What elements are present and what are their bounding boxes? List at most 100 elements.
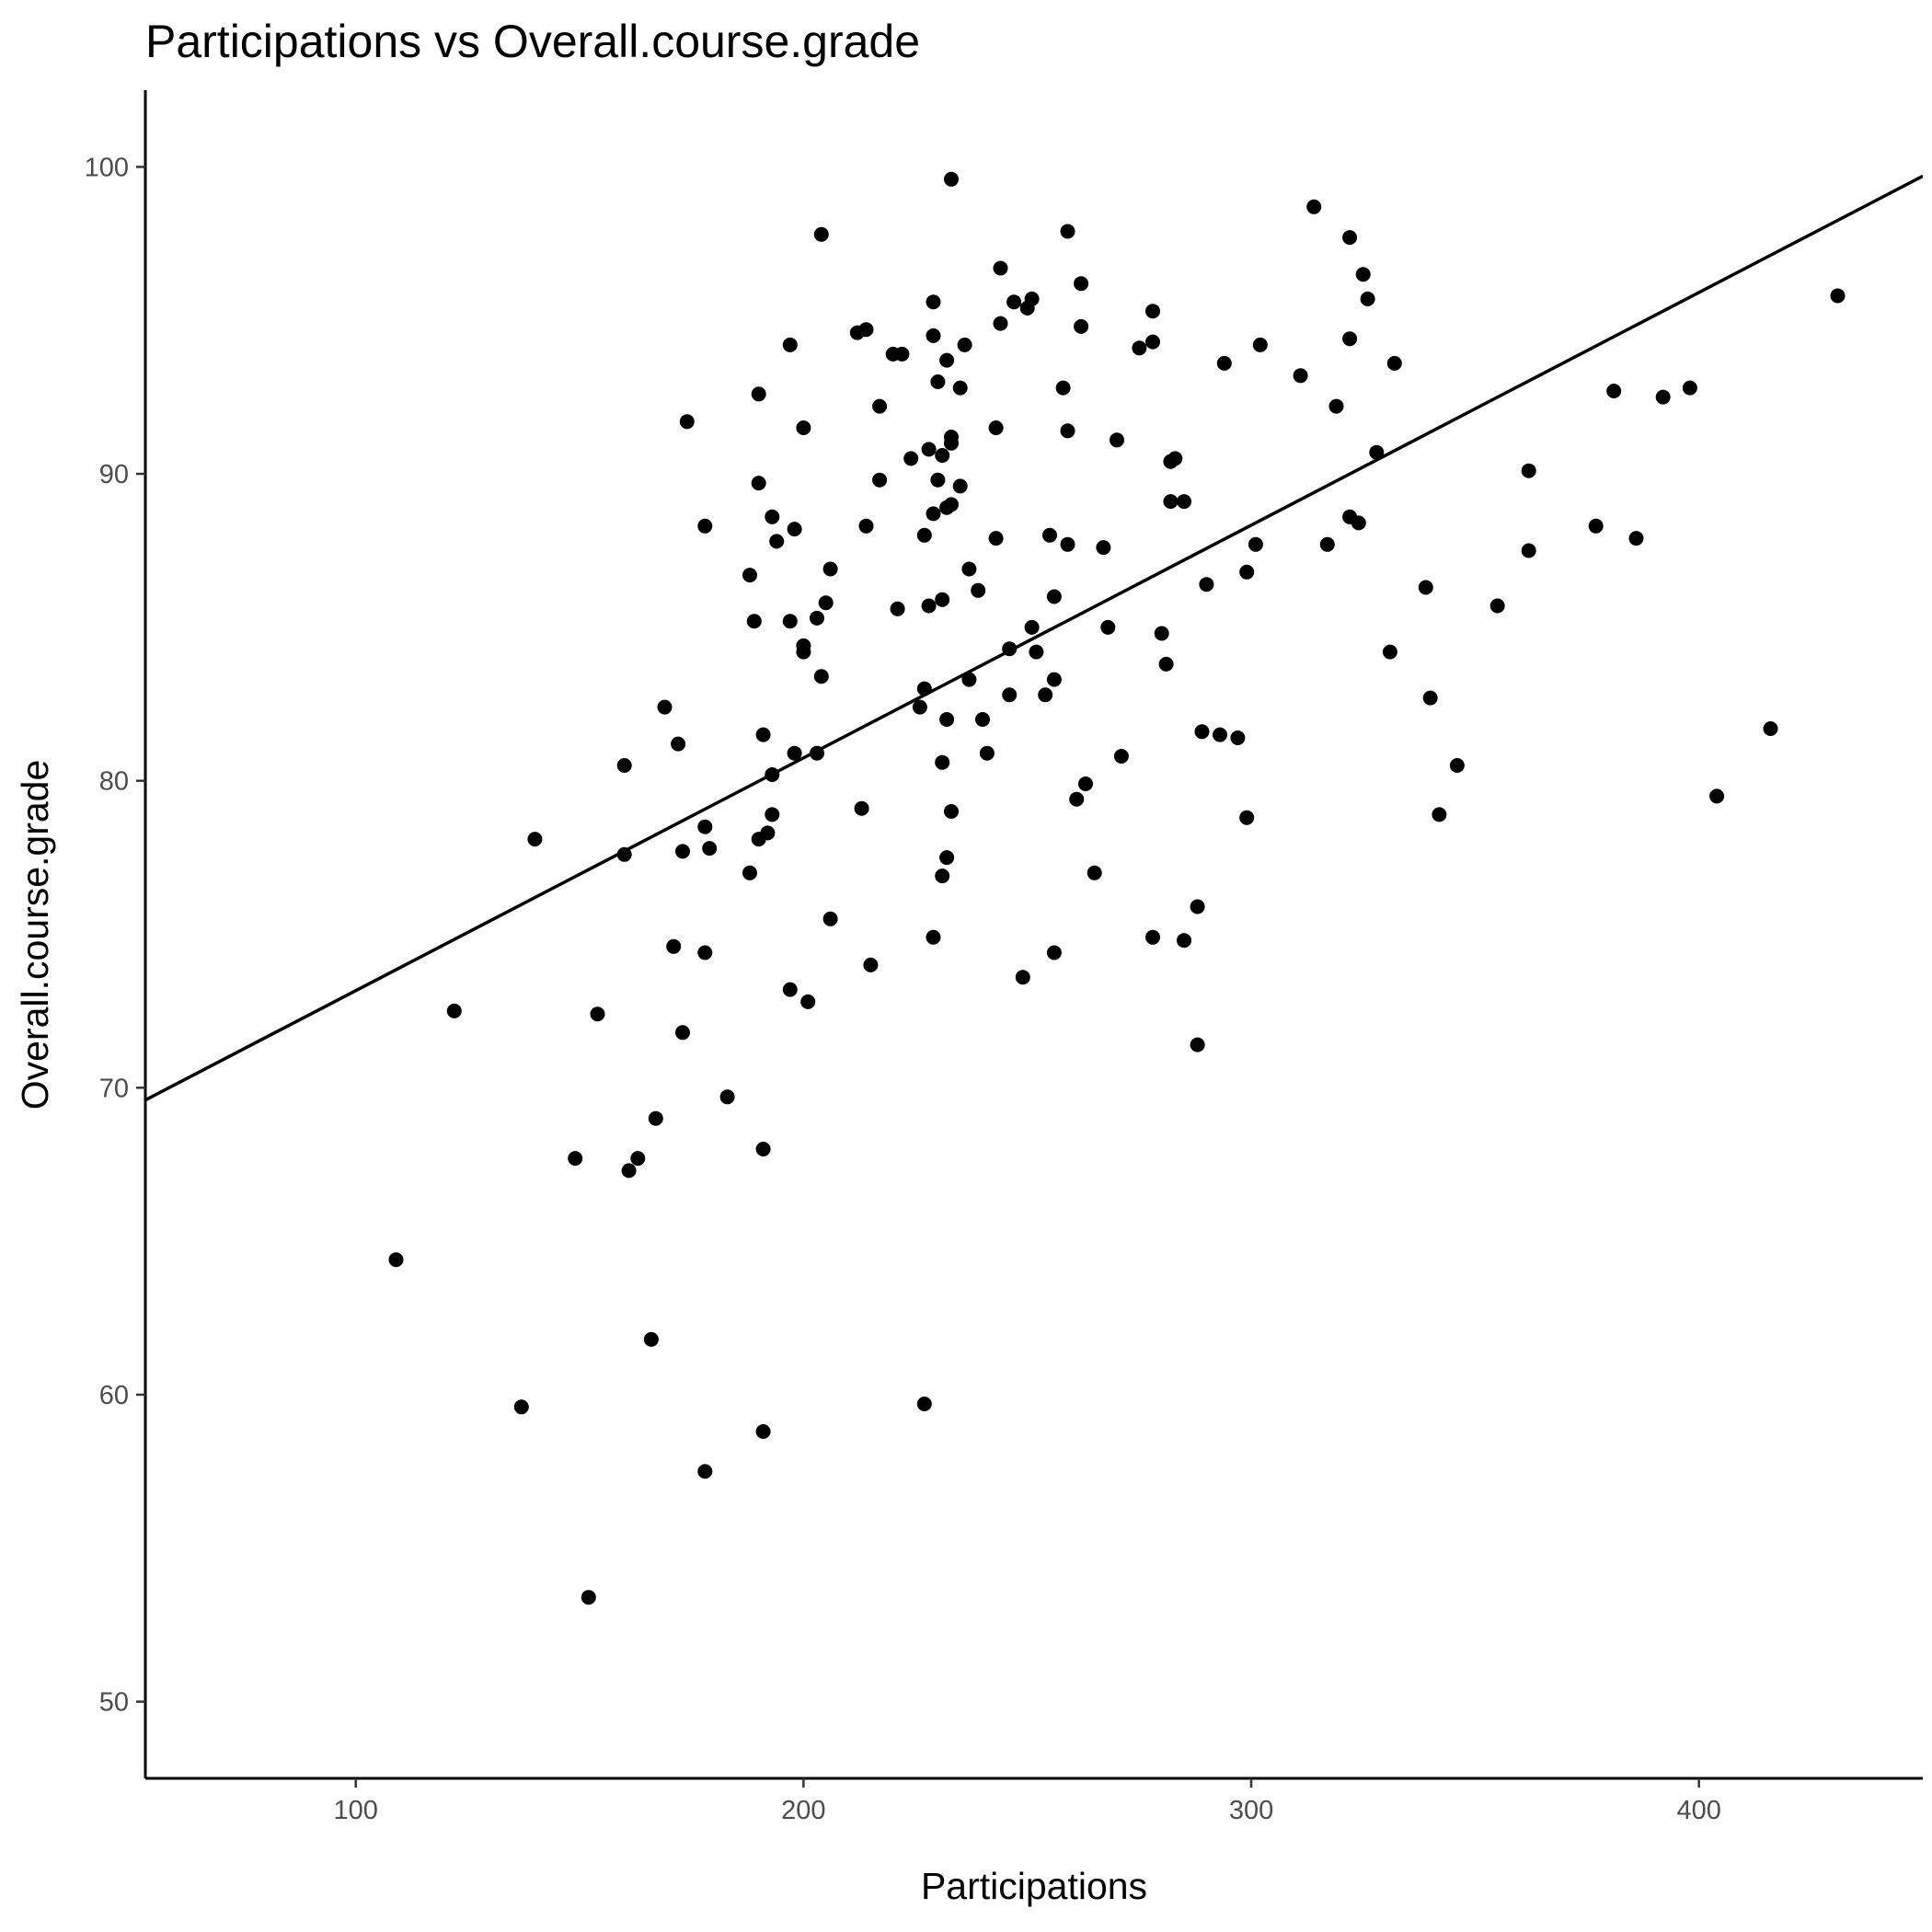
data-point-68 <box>858 518 874 534</box>
data-point-136 <box>1432 807 1447 822</box>
data-point-114 <box>939 712 955 727</box>
data-point-123 <box>810 745 824 761</box>
data-point-55 <box>872 472 888 488</box>
data-point-148 <box>1087 865 1102 880</box>
data-point-34 <box>1055 380 1071 396</box>
data-point-149 <box>1190 899 1205 914</box>
data-point-168 <box>568 1151 583 1167</box>
data-point-45 <box>944 430 959 444</box>
data-point-133 <box>854 800 869 816</box>
data-point-81 <box>961 561 977 577</box>
data-point-13 <box>1145 304 1160 319</box>
x-tick-label-300: 300 <box>1229 1796 1273 1825</box>
data-point-116 <box>1194 724 1210 740</box>
data-point-93 <box>746 614 762 629</box>
x-tick-label-200: 200 <box>781 1796 825 1825</box>
data-point-122 <box>787 745 802 761</box>
data-point-89 <box>935 592 950 607</box>
data-point-17 <box>849 325 865 340</box>
data-point-8 <box>1006 294 1022 310</box>
data-point-32 <box>751 386 766 402</box>
data-point-57 <box>952 478 968 494</box>
data-point-155 <box>697 945 713 960</box>
data-points <box>388 171 1846 1605</box>
data-point-166 <box>648 1110 663 1126</box>
data-point-160 <box>800 994 816 1009</box>
data-point-5 <box>993 260 1008 276</box>
data-point-130 <box>1078 776 1093 791</box>
y-tick-label-80: 80 <box>99 767 129 797</box>
data-point-63 <box>1177 494 1191 510</box>
data-point-102 <box>1029 644 1044 660</box>
data-point-85 <box>1418 580 1433 595</box>
data-point-88 <box>921 598 937 614</box>
data-point-26 <box>894 346 910 362</box>
x-axis-ticks: 100 200 300 400 <box>334 1778 1721 1825</box>
x-tick-label-400: 400 <box>1676 1796 1720 1825</box>
y-tick-label-70: 70 <box>99 1074 129 1103</box>
data-point-104 <box>1158 656 1174 672</box>
data-point-142 <box>702 841 718 857</box>
data-point-140 <box>527 832 543 847</box>
data-point-65 <box>1351 515 1366 531</box>
data-point-0 <box>944 171 959 187</box>
data-point-106 <box>1046 672 1062 687</box>
data-point-103 <box>1382 644 1397 660</box>
data-point-67 <box>787 522 802 537</box>
data-point-54 <box>751 476 766 491</box>
data-point-143 <box>675 844 690 859</box>
chart-title: Participations vs Overall.course.grade <box>145 16 920 67</box>
data-point-161 <box>446 1003 462 1018</box>
y-tick-label-60: 60 <box>99 1381 129 1410</box>
data-point-73 <box>1042 527 1057 543</box>
data-point-111 <box>1422 690 1438 706</box>
data-point-80 <box>822 561 838 577</box>
data-point-21 <box>957 337 972 352</box>
data-point-86 <box>971 582 986 598</box>
data-point-3 <box>1060 224 1075 239</box>
data-point-131 <box>1709 788 1725 804</box>
data-point-96 <box>1024 619 1040 635</box>
data-point-126 <box>935 754 950 770</box>
data-point-47 <box>921 442 937 457</box>
data-point-90 <box>890 601 905 616</box>
data-point-154 <box>666 938 682 954</box>
data-point-28 <box>1216 355 1232 371</box>
data-point-66 <box>697 518 713 534</box>
data-point-124 <box>979 745 995 761</box>
data-point-87 <box>818 595 834 611</box>
data-point-107 <box>961 672 977 687</box>
data-point-108 <box>916 681 932 696</box>
data-point-74 <box>1060 536 1075 552</box>
data-point-38 <box>872 398 888 414</box>
data-point-33 <box>952 380 968 396</box>
data-point-35 <box>1606 384 1622 398</box>
data-point-18 <box>926 328 941 343</box>
data-point-163 <box>675 1025 690 1041</box>
x-axis-title: Participations <box>921 1865 1147 1907</box>
data-point-158 <box>1015 970 1030 985</box>
data-point-172 <box>643 1331 659 1347</box>
data-point-46 <box>1110 432 1124 448</box>
data-point-12 <box>1360 291 1375 306</box>
y-tick-label-50: 50 <box>99 1688 129 1718</box>
data-point-4 <box>1342 230 1358 246</box>
data-point-6 <box>1355 267 1371 282</box>
data-point-23 <box>1145 334 1160 350</box>
data-point-1 <box>1306 199 1322 214</box>
data-point-129 <box>765 767 780 782</box>
data-point-82 <box>742 568 757 583</box>
data-point-19 <box>1342 331 1358 347</box>
data-point-177 <box>581 1590 596 1605</box>
data-point-11 <box>1019 300 1035 316</box>
data-point-39 <box>1328 398 1344 414</box>
data-point-152 <box>1145 929 1160 945</box>
data-point-42 <box>988 420 1004 435</box>
data-point-138 <box>697 819 713 834</box>
data-point-51 <box>1167 451 1183 466</box>
data-point-58 <box>765 509 780 524</box>
data-point-43 <box>1060 423 1075 439</box>
data-point-27 <box>939 352 955 368</box>
data-point-164 <box>1190 1037 1205 1052</box>
